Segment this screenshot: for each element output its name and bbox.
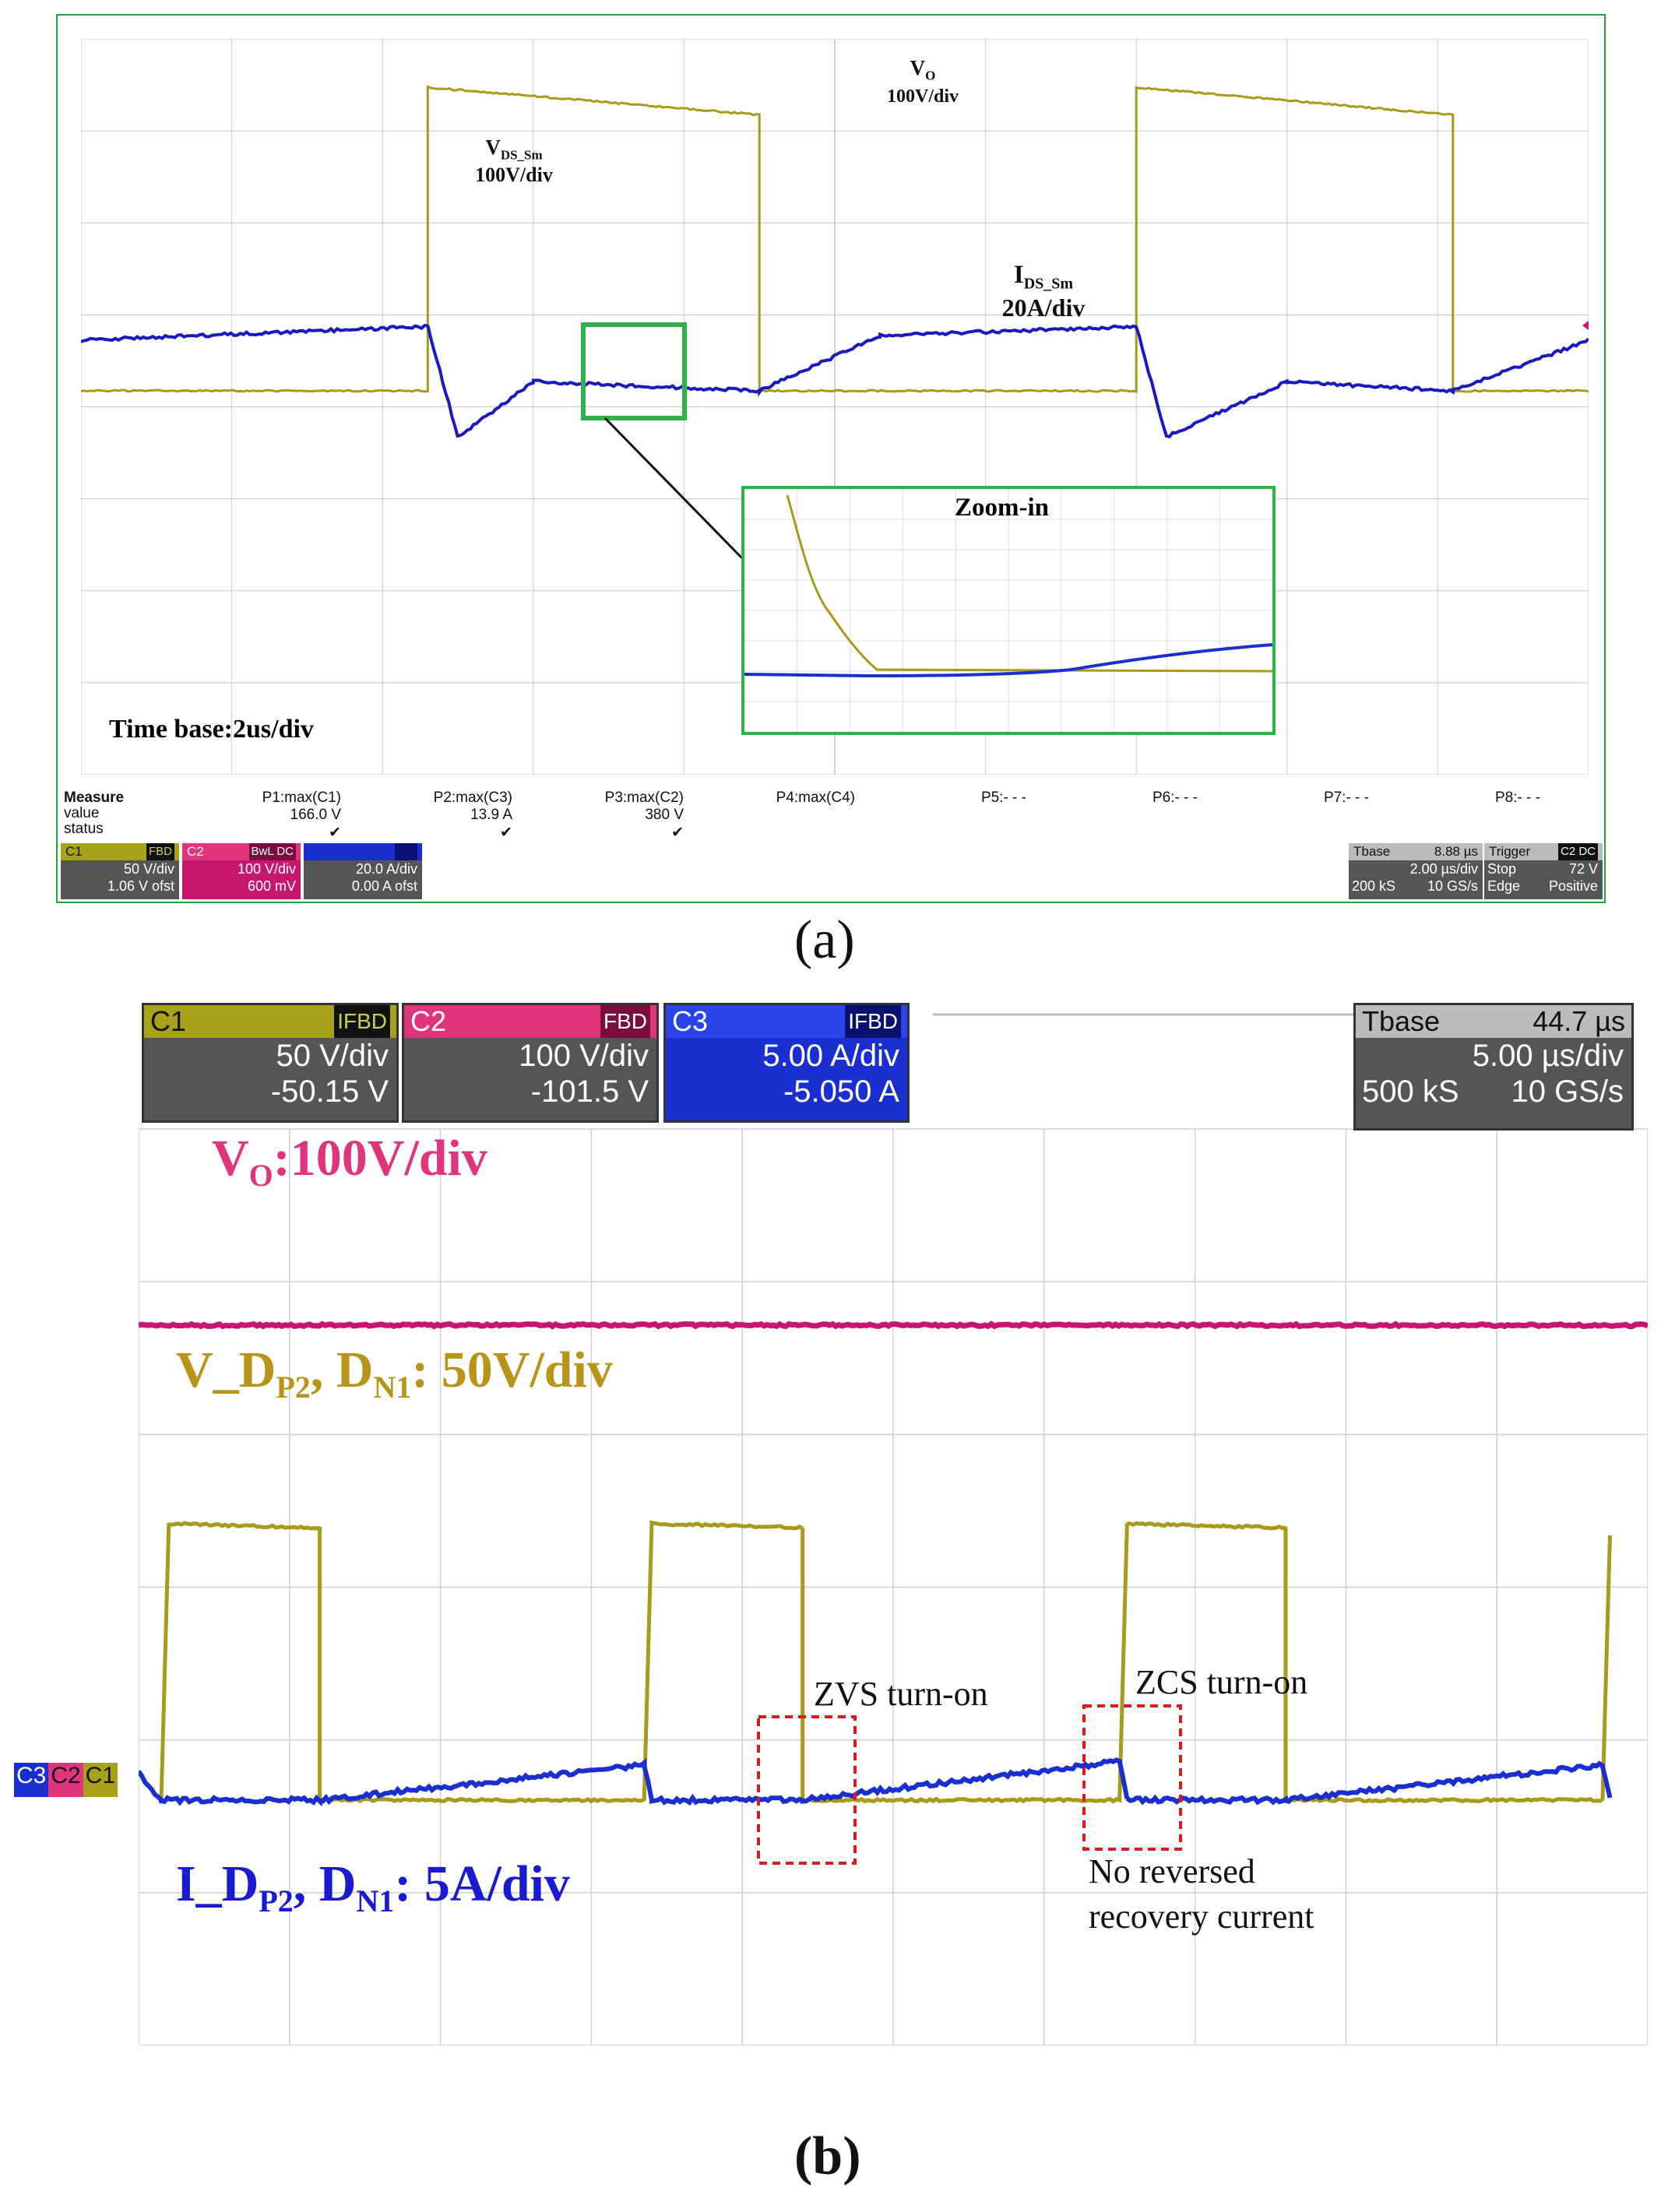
channel-c3-box-b[interactable]: C3 IFBD 5.00 A/div -5.050 A: [663, 1003, 910, 1123]
measure-param-4-value: [730, 807, 855, 824]
vo-label-b: VO:100V/div: [212, 1129, 487, 1194]
zcs-annotation: ZCS turn-on: [1135, 1662, 1307, 1702]
measure-param-8-status: [1416, 824, 1540, 841]
b-zvs-box: [758, 1717, 855, 1863]
panel-b-label: (b): [794, 2126, 861, 2188]
measure-param-3-name: P3:max(C2): [559, 789, 684, 807]
measure-row-value: value: [64, 805, 99, 822]
measure-param-1: P1:max(C1) 166.0 V ✔: [216, 789, 341, 842]
zoom-in-plot: [744, 489, 1272, 732]
measure-param-5: P5:- - -: [902, 789, 1026, 841]
b-series-1: [161, 1523, 1610, 1802]
measure-param-5-name: P5:- - -: [902, 789, 1026, 807]
zvs-annotation: ZVS turn-on: [814, 1674, 988, 1714]
measure-param-6-value: [1073, 807, 1198, 824]
measure-param-4-status: [730, 824, 855, 841]
measure-param-3-status: ✔: [559, 824, 684, 842]
channel-c1-box-b[interactable]: C1 IFBD 50 V/div -50.15 V: [142, 1003, 399, 1123]
id-label-b: I_DP2, DN1: 5A/div: [176, 1855, 570, 1919]
measure-param-2-status: ✔: [388, 824, 512, 842]
marker-c3: C3: [14, 1763, 48, 1797]
measure-param-1-name: P1:max(C1): [216, 789, 341, 807]
channel-c1-box-a[interactable]: C1 FBD 50 V/div 1.06 V ofst: [61, 843, 179, 899]
vds-label-a: VDS_Sm 100V/div: [452, 135, 576, 187]
measure-panel: Measure value status P1:max(C1) 166.0 V ✔ P…: [61, 779, 1603, 842]
measure-param-4: P4:max(C4): [730, 789, 855, 841]
a-zoom-region: [583, 325, 684, 418]
channel-c2-box-b[interactable]: C2 FBD 100 V/div -101.5 V: [402, 1003, 659, 1123]
measure-param-3: P3:max(C2) 380 V ✔: [559, 789, 684, 842]
tbase-box-b[interactable]: Tbase 44.7 µs 5.00 µs/div 500 kS 10 GS/s: [1353, 1003, 1634, 1131]
measure-param-8-name: P8:- - -: [1416, 789, 1540, 807]
measure-param-7-name: P7:- - -: [1244, 789, 1369, 807]
measure-param-5-status: [902, 824, 1026, 841]
measure-param-1-status: ✔: [216, 824, 341, 842]
measure-param-2: P2:max(C3) 13.9 A ✔: [388, 789, 512, 842]
b-series-2: [139, 1760, 1610, 1802]
panel-a-label: (a): [794, 909, 855, 972]
zoom-in-label: Zoom-in: [955, 494, 1049, 522]
measure-param-8-value: [1416, 807, 1540, 824]
measure-param-4-name: P4:max(C4): [730, 789, 855, 807]
left-channel-markers: C3 C2 C1: [14, 1763, 118, 1797]
vo-label-a: VO 100V/div: [872, 56, 973, 107]
measure-param-7-status: [1244, 824, 1369, 841]
measure-param-2-name: P2:max(C3): [388, 789, 512, 807]
marker-c1: C1: [83, 1763, 118, 1797]
measure-row-status: status: [64, 821, 104, 838]
measure-param-8: P8:- - -: [1416, 789, 1540, 841]
no-reverse-annotation-line2: recovery current: [1089, 1897, 1314, 1936]
tbase-box-a[interactable]: Tbase 8.88 µs 2.00 µs/div 200 kS 10 GS/s: [1349, 843, 1483, 899]
a-trigger-marker: [1582, 321, 1589, 330]
ids-label-a: IDS_Sm 20A/div: [977, 261, 1110, 323]
no-reverse-annotation-line1: No reversed: [1089, 1852, 1255, 1891]
a-zoom-leader: [605, 418, 743, 559]
measure-param-6-name: P6:- - -: [1073, 789, 1198, 807]
measure-param-6-status: [1073, 824, 1198, 841]
vd-label-b: V_DP2, DN1: 50V/div: [176, 1341, 613, 1405]
marker-c2: C2: [48, 1763, 83, 1797]
zoom-in-inset: Zoom-in: [741, 486, 1276, 735]
measure-param-2-value: 13.9 A: [388, 807, 512, 824]
measure-param-6: P6:- - -: [1073, 789, 1198, 841]
timebase-label-a: Time base:2us/div: [109, 715, 314, 744]
measure-param-3-value: 380 V: [559, 807, 684, 824]
trigger-box-a[interactable]: Trigger C2 DC Stop 72 V Edge Positive: [1484, 843, 1603, 899]
channel-c2-box-a[interactable]: C2 BwL DC 100 V/div 600 mV: [182, 843, 301, 899]
measure-param-5-value: [902, 807, 1026, 824]
channel-c3-box-a[interactable]: 20.0 A/div 0.00 A ofst: [304, 843, 422, 899]
b-zcs-box: [1084, 1706, 1181, 1849]
measure-title: Measure: [64, 789, 124, 807]
measure-param-7-value: [1244, 807, 1369, 824]
measure-param-7: P7:- - -: [1244, 789, 1369, 841]
b-series-0: [139, 1324, 1648, 1327]
measure-param-1-value: 166.0 V: [216, 807, 341, 824]
